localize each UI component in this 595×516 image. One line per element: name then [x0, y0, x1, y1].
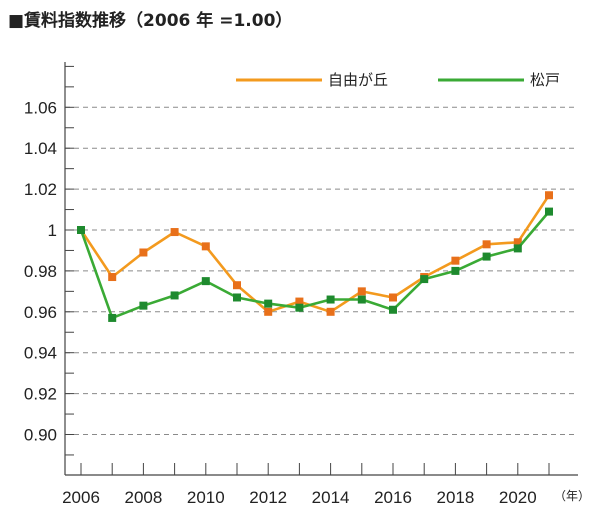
- x-tick-label: 2020: [499, 488, 537, 507]
- x-unit-label: （年）: [554, 489, 590, 503]
- data-point: [357, 287, 366, 296]
- legend-label: 松戸: [530, 71, 560, 89]
- data-point: [201, 277, 210, 286]
- x-tick-label: 2006: [62, 488, 100, 507]
- legend: 自由が丘 松戸: [236, 71, 560, 89]
- data-point: [139, 301, 148, 310]
- series-lines: [77, 191, 553, 322]
- y-tick-label: 0.92: [24, 385, 57, 404]
- data-point: [264, 299, 273, 308]
- x-tick-label: 2008: [124, 488, 162, 507]
- y-tick-label: 1.02: [24, 180, 57, 199]
- x-tick-label: 2012: [249, 488, 287, 507]
- data-point: [545, 191, 553, 200]
- data-point: [389, 293, 397, 302]
- data-point: [170, 291, 179, 300]
- data-point: [77, 226, 85, 234]
- data-point: [233, 281, 241, 290]
- x-tick-label: 2016: [374, 488, 412, 507]
- data-point: [451, 266, 460, 275]
- y-tick-label: 0.98: [24, 262, 57, 281]
- data-point: [108, 273, 117, 282]
- data-point: [357, 295, 366, 304]
- data-point: [513, 244, 522, 253]
- axes: 0.90 0.92 0.94 0.96 0.98 1 1.02 1.04 1.06 2006 200…: [24, 62, 590, 507]
- data-point: [513, 238, 522, 247]
- data-point: [482, 240, 491, 249]
- x-tick-label: 2018: [436, 488, 474, 507]
- y-tick-label: 0.96: [24, 303, 57, 322]
- grid-lines: [65, 106, 578, 435]
- data-point: [326, 307, 335, 316]
- y-tick-label: 1.04: [24, 139, 57, 158]
- legend-label: 自由が丘: [328, 71, 388, 89]
- data-point: [389, 305, 397, 314]
- y-tick-label: 1.06: [24, 98, 57, 117]
- data-point: [295, 303, 304, 312]
- data-point: [264, 307, 273, 316]
- data-point: [482, 252, 491, 261]
- series-line-1: [79, 210, 550, 320]
- data-point: [139, 248, 148, 257]
- x-tick-label: 2014: [312, 488, 350, 507]
- data-point: [108, 313, 117, 322]
- data-point: [326, 295, 335, 304]
- y-tick-label: 1: [48, 221, 57, 240]
- y-tick-label: 0.90: [24, 426, 57, 445]
- y-tick-label: 0.94: [24, 344, 57, 363]
- x-tick-label: 2010: [187, 488, 225, 507]
- data-point: [545, 207, 553, 216]
- data-point: [201, 242, 210, 251]
- data-point: [295, 297, 304, 306]
- data-point: [420, 275, 429, 284]
- series-line-0: [79, 194, 551, 314]
- data-point: [451, 256, 460, 265]
- chart-title: ■賃料指数推移（2006 年 =1.00）: [8, 11, 293, 31]
- data-point: [233, 293, 241, 302]
- data-point: [170, 228, 179, 237]
